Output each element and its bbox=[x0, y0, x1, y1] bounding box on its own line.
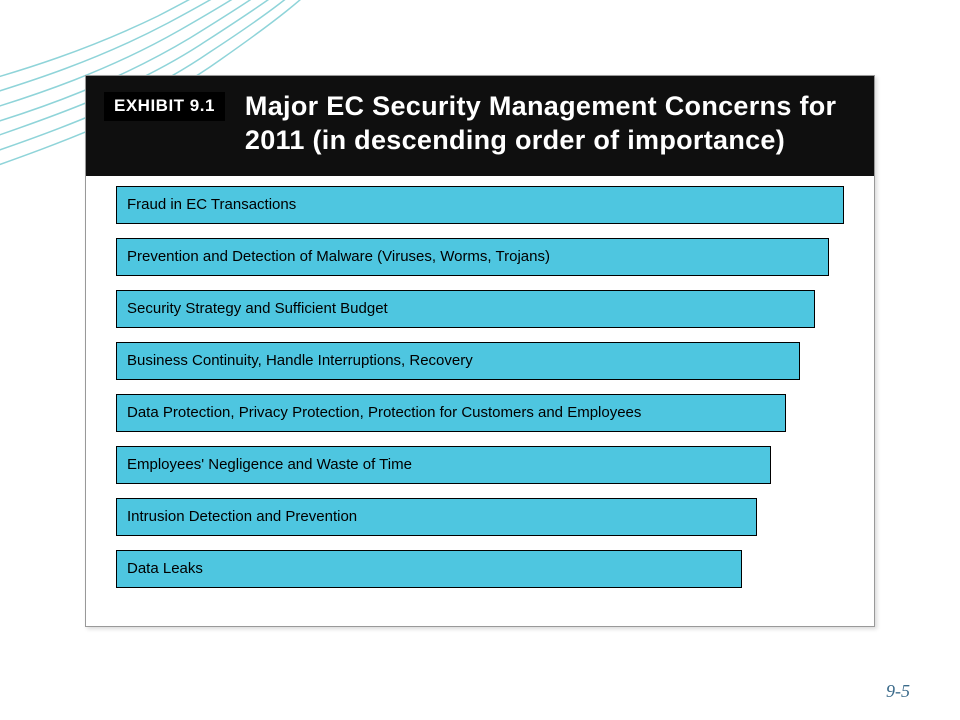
exhibit-header: EXHIBIT 9.1 Major EC Security Management… bbox=[86, 76, 874, 176]
page-number: 9-5 bbox=[886, 681, 910, 702]
concern-bar-label: Data Leaks bbox=[127, 560, 203, 577]
concern-bar-label: Prevention and Detection of Malware (Vir… bbox=[127, 248, 550, 265]
concern-bar: Intrusion Detection and Prevention bbox=[116, 498, 757, 536]
concern-bar: Security Strategy and Sufficient Budget bbox=[116, 290, 815, 328]
concern-bar-label: Data Protection, Privacy Protection, Pro… bbox=[127, 404, 641, 421]
exhibit-label: EXHIBIT 9.1 bbox=[104, 92, 225, 121]
concern-bar-label: Security Strategy and Sufficient Budget bbox=[127, 300, 388, 317]
concern-bar: Fraud in EC Transactions bbox=[116, 186, 844, 224]
concern-bar-label: Employees' Negligence and Waste of Time bbox=[127, 456, 412, 473]
concern-bar: Business Continuity, Handle Interruption… bbox=[116, 342, 800, 380]
exhibit-panel: EXHIBIT 9.1 Major EC Security Management… bbox=[85, 75, 875, 627]
concern-bar-label: Intrusion Detection and Prevention bbox=[127, 508, 357, 525]
concern-bar-label: Fraud in EC Transactions bbox=[127, 196, 296, 213]
exhibit-items: Fraud in EC Transactions Prevention and D… bbox=[86, 176, 874, 626]
concern-bar-label: Business Continuity, Handle Interruption… bbox=[127, 352, 473, 369]
concern-bar: Data Leaks bbox=[116, 550, 742, 588]
exhibit-title: Major EC Security Management Concerns fo… bbox=[245, 90, 856, 158]
concern-bar: Prevention and Detection of Malware (Vir… bbox=[116, 238, 829, 276]
concern-bar: Employees' Negligence and Waste of Time bbox=[116, 446, 771, 484]
concern-bar: Data Protection, Privacy Protection, Pro… bbox=[116, 394, 786, 432]
